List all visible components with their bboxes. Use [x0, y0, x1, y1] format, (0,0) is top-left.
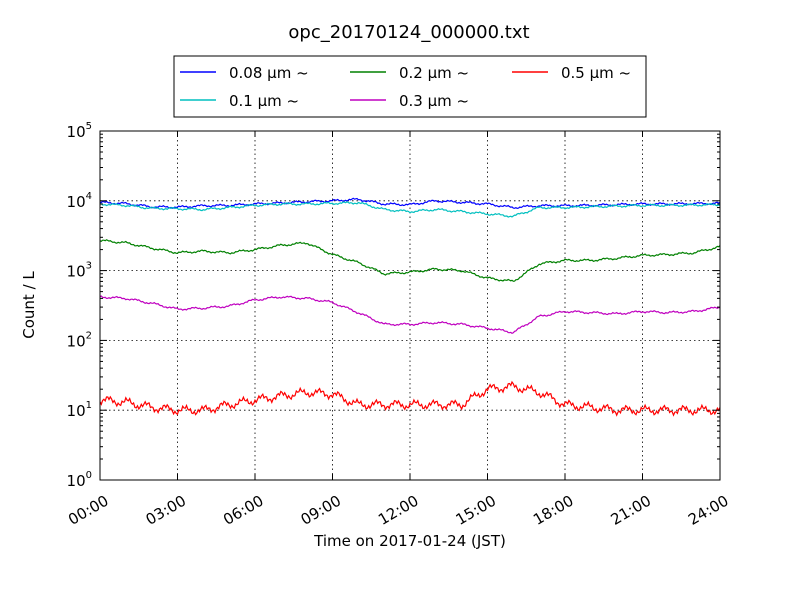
series-layer — [99, 197, 721, 417]
y-tick-label: 105 — [67, 121, 92, 141]
y-tick-base: 10 — [67, 193, 86, 211]
legend-entry: 0.1 μm ~ — [229, 92, 299, 110]
legend: 0.08 μm ~ 0.1 μm ~ 0.2 μm ~ 0.3 μm ~ 0.5 μm … — [173, 55, 647, 118]
y-axis-label: Count / L — [20, 271, 38, 339]
y-tick-label: 101 — [67, 400, 92, 420]
series-line — [99, 201, 721, 218]
y-tick-base: 10 — [67, 402, 86, 420]
y-tick-base: 10 — [67, 332, 86, 350]
chart-title: opc_20170124_000000.txt — [288, 22, 529, 43]
legend-frame — [173, 55, 647, 118]
y-tick-exponent: 0 — [86, 470, 92, 481]
y-tick-base: 10 — [67, 472, 86, 490]
y-tick-label: 100 — [67, 470, 92, 490]
legend-entry: 0.08 μm ~ — [229, 64, 309, 82]
series-line — [99, 239, 721, 282]
y-tick-exponent: 2 — [86, 330, 92, 341]
legend-entry: 0.3 μm ~ — [399, 92, 469, 110]
series-line — [99, 295, 721, 334]
x-axis-label: Time on 2017-01-24 (JST) — [313, 532, 506, 550]
y-tick-base: 10 — [67, 263, 86, 281]
y-tick-exponent: 4 — [86, 191, 92, 202]
y-tick-exponent: 3 — [86, 261, 92, 272]
y-tick-exponent: 1 — [86, 400, 92, 411]
series-line — [99, 380, 721, 417]
y-tick-exponent: 5 — [86, 121, 92, 132]
legend-entry: 0.2 μm ~ — [399, 64, 469, 82]
y-tick-label: 103 — [67, 261, 92, 281]
y-tick-label: 102 — [67, 330, 92, 350]
y-tick-label: 104 — [67, 191, 92, 211]
y-tick-base: 10 — [67, 123, 86, 141]
legend-entry: 0.5 μm ~ — [561, 64, 631, 82]
